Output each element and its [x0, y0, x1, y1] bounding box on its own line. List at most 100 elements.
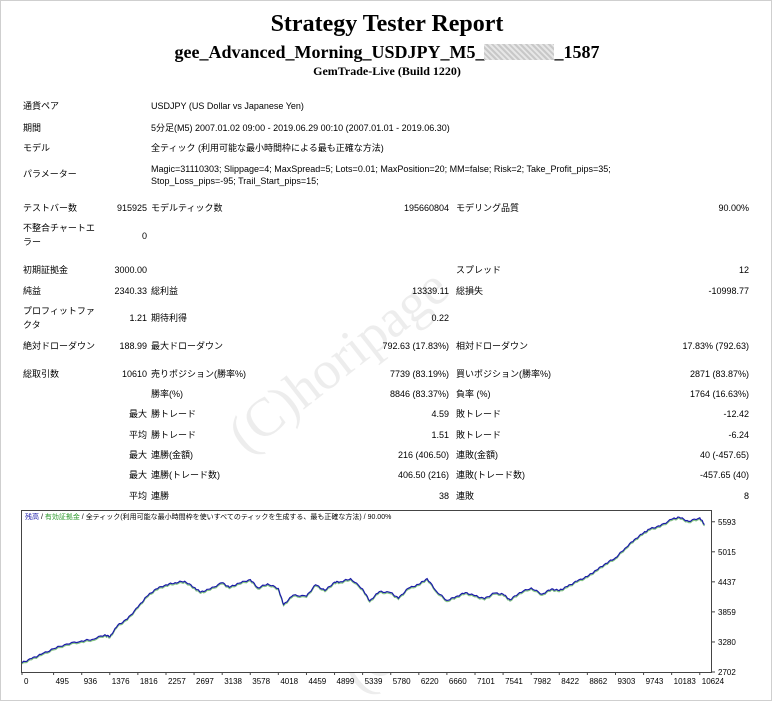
mismatch-label: 不整合チャートエ	[23, 223, 95, 233]
consecutive-profit-label: 連勝(トレード数)	[151, 470, 220, 480]
average-loss-value: -6.24	[728, 430, 749, 440]
gross-loss-label: 総損失	[456, 286, 484, 296]
ticks-label: モデルティック数	[151, 203, 223, 213]
ea-name-prefix: gee_Advanced_Morning_USDJPY_M5_	[174, 42, 485, 62]
x-tick-label: 7541	[505, 677, 523, 686]
total-trades-label: 総取引数	[23, 369, 60, 379]
model-label: モデル	[23, 143, 51, 153]
deposit-value: 3000.00	[114, 265, 147, 275]
quality-value: 90.00%	[718, 203, 749, 213]
avg-consecutive-losses-value: 8	[743, 491, 749, 501]
short-positions-value: 7739 (83.19%)	[389, 369, 449, 379]
x-tick-label: 0	[24, 677, 29, 686]
max-row-label-3: 最大	[128, 470, 147, 480]
x-tick-label: 6220	[421, 677, 439, 686]
spread-value: 12	[738, 265, 749, 275]
average-win-label: 勝トレード	[151, 430, 197, 440]
largest-loss-value: -12.42	[723, 409, 749, 419]
y-axis: 5593 5015 4437 3859 3280 2702	[718, 518, 736, 677]
x-tick-label: 2697	[196, 677, 214, 686]
x-tick-label: 7982	[533, 677, 551, 686]
loss-rate-value: 1764 (16.63%)	[689, 389, 749, 399]
legend-sep: /	[39, 514, 45, 521]
symbol-value: USDJPY (US Dollar vs Japanese Yen)	[151, 101, 304, 111]
x-tick-label: 4459	[308, 677, 326, 686]
expected-payoff-value: 0.22	[431, 313, 449, 323]
redacted-block	[484, 44, 555, 60]
absolute-drawdown-label: 絶対ドローダウン	[23, 341, 96, 351]
win-rate-label: 勝率(%)	[151, 389, 183, 399]
legend-balance: 残高	[25, 512, 39, 521]
plot-area	[21, 510, 712, 673]
broker-build: GemTrade-Live (Build 1220)	[313, 64, 461, 78]
y-tick-label: 4437	[718, 578, 736, 587]
absolute-drawdown-value: 188.99	[119, 341, 147, 351]
ea-name-suffix: _1587	[554, 42, 600, 62]
short-positions-label: 売りポジション(勝率%)	[151, 369, 246, 379]
params-line2: Stop_Loss_pips=-95; Trail_Start_pips=15;	[151, 176, 319, 186]
avg-row-label: 平均	[128, 430, 147, 440]
profit-factor-label-cont: クタ	[23, 320, 41, 330]
y-tick-label: 5593	[718, 518, 736, 527]
long-positions-value: 2871 (83.87%)	[689, 369, 749, 379]
profit-factor-label: プロフィットファ	[23, 306, 95, 316]
expected-payoff-label: 期待利得	[151, 313, 188, 323]
consecutive-loss-value: -457.65 (40)	[699, 470, 749, 480]
x-tick-label: 1376	[112, 677, 130, 686]
params-line1: Magic=31110303; Slippage=4; MaxSpread=5;…	[151, 164, 611, 174]
x-tick-label: 9743	[646, 677, 664, 686]
average-win-value: 1.51	[431, 430, 449, 440]
y-tick-label: 3859	[718, 608, 736, 617]
consecutive-wins-value: 216 (406.50)	[397, 450, 449, 460]
avg-consecutive-wins-label: 連勝	[151, 491, 170, 501]
x-tick-label: 10624	[702, 677, 725, 686]
balance-chart-svg: 0 495 936 1376 1816 2257 2697 3138 3578 4018 4459 4…	[21, 510, 736, 686]
max-row-label-2: 最大	[128, 450, 147, 460]
gross-loss-value: -10998.77	[708, 286, 749, 296]
x-tick-label: 6660	[449, 677, 467, 686]
legend-margin: 有効証拠金	[45, 512, 80, 521]
net-profit-label: 純益	[23, 286, 42, 296]
avg-row-label-2: 平均	[128, 491, 147, 501]
legend-description: 全ティック(利用可能な最小時間枠を使いすべてのティックを生成する、最も正確な方法…	[86, 512, 392, 521]
x-tick-label: 4899	[337, 677, 355, 686]
x-tick-label: 7101	[477, 677, 495, 686]
balance-chart: 0 495 936 1376 1816 2257 2697 3138 3578 4018 4459 4…	[21, 510, 757, 688]
x-tick-label: 10183	[674, 677, 697, 686]
x-axis: 0 495 936 1376 1816 2257 2697 3138 3578 4018 4459 4…	[21, 672, 725, 686]
bars-label: テストバー数	[23, 203, 78, 213]
max-drawdown-label: 最大ドローダウン	[151, 341, 224, 351]
relative-drawdown-value: 17.83% (792.63)	[682, 341, 749, 351]
win-rate-value: 8846 (83.37%)	[389, 389, 449, 399]
max-drawdown-value: 792.63 (17.83%)	[382, 341, 449, 351]
x-tick-label: 8422	[561, 677, 579, 686]
legend-sep-2: /	[80, 514, 86, 521]
symbol-label: 通貨ペア	[23, 101, 60, 111]
gross-profit-value: 13339.11	[412, 286, 449, 296]
x-tick-label: 2257	[168, 677, 186, 686]
x-tick-label: 5780	[393, 677, 411, 686]
report-subtitle: gee_Advanced_Morning_USDJPY_M5_ _1587	[1, 42, 772, 63]
total-trades-value: 10610	[121, 369, 147, 379]
max-row-label: 最大	[128, 409, 147, 419]
ticks-value: 195660804	[403, 203, 449, 213]
deposit-label: 初期証拠金	[23, 265, 69, 275]
bars-value: 915925	[116, 203, 147, 213]
average-loss-label: 敗トレード	[456, 430, 502, 440]
model-value: 全ティック (利用可能な最小時間枠による最も正確な方法)	[151, 143, 384, 153]
long-positions-label: 買いポジション(勝率%)	[456, 369, 551, 379]
avg-consecutive-wins-value: 38	[438, 491, 449, 501]
quality-label: モデリング品質	[456, 203, 520, 213]
x-tick-label: 4018	[280, 677, 298, 686]
x-tick-label: 495	[56, 677, 70, 686]
x-tick-label: 3138	[224, 677, 242, 686]
mismatch-label-cont: ラー	[23, 237, 42, 247]
x-tick-label: 3578	[252, 677, 270, 686]
x-tick-label: 8862	[589, 677, 607, 686]
y-tick-label: 5015	[718, 548, 736, 557]
x-tick-label: 936	[84, 677, 98, 686]
relative-drawdown-label: 相対ドローダウン	[456, 341, 529, 351]
gross-profit-label: 総利益	[151, 286, 179, 296]
chart-legend: 残高 / 有効証拠金 / 全ティック(利用可能な最小時間枠を使いすべてのティック…	[25, 512, 391, 521]
